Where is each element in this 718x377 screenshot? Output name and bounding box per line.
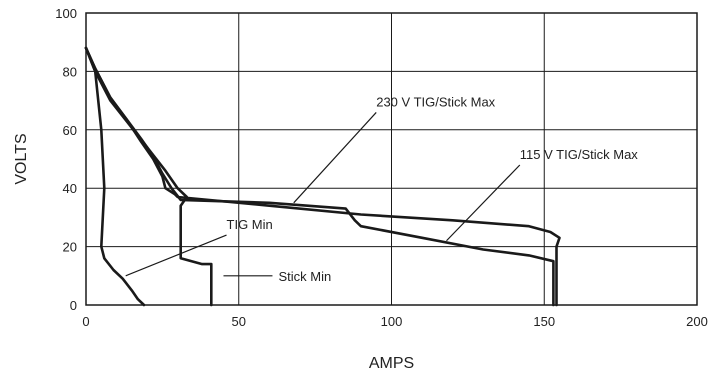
annotation-230-v-tig-stick-max: 230 V TIG/Stick Max (376, 94, 495, 109)
series-line-230-v-tig-stick-max (84, 46, 561, 307)
y-tick-label: 60 (63, 123, 77, 138)
y-tick-label: 80 (63, 64, 77, 79)
series-lines (84, 46, 561, 307)
series-line-115-v-tig-stick-max (84, 46, 555, 307)
y-tick-label: 100 (55, 6, 77, 21)
x-tick-label: 200 (686, 314, 708, 329)
annotation-tig-min: TIG Min (227, 217, 273, 232)
x-tick-label: 150 (533, 314, 555, 329)
y-tick-label: 0 (70, 298, 77, 313)
x-axis-label: AMPS (369, 355, 414, 372)
x-tick-label: 0 (82, 314, 89, 329)
y-tick-label: 20 (63, 240, 77, 255)
annotation-stick-min: Stick Min (278, 269, 331, 284)
y-tick-label: 40 (63, 181, 77, 196)
y-axis-label: VOLTS (13, 133, 30, 184)
series-line-tig-min (84, 46, 146, 307)
annotations: 230 V TIG/Stick Max 115 V TIG/Stick Max TI… (125, 94, 639, 284)
leader-line-tig-min (125, 234, 227, 277)
series-line-stick-min (84, 46, 213, 307)
leader-line-115-v-tig-stick-max (446, 164, 521, 242)
plot-frame (85, 12, 698, 306)
x-tick-label: 100 (381, 314, 403, 329)
leader-line-230-v-tig-stick-max (293, 112, 377, 204)
tick-labels: 0 50 100 150 200 0 20 40 60 80 100 (55, 6, 708, 329)
annotation-115-v-tig-stick-max: 115 V TIG/Stick Max (520, 147, 639, 162)
x-tick-label: 50 (232, 314, 246, 329)
